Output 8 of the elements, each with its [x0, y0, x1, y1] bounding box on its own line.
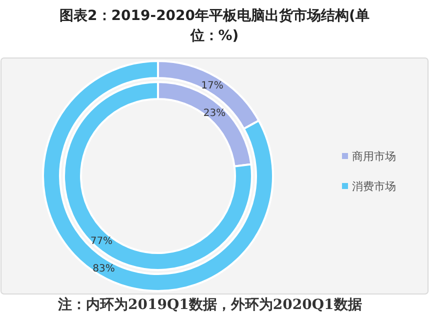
chart-title: 图表2：2019-2020年平板电脑出货市场结构(单位：%)	[60, 7, 370, 44]
data-label: 17%	[201, 80, 224, 92]
legend-label: 消费市场	[352, 180, 396, 193]
legend-label: 商用市场	[352, 150, 396, 163]
data-label: 23%	[203, 108, 226, 119]
data-label: 77%	[90, 236, 113, 248]
text: 注：内环为2019Q1数据，外环为2020Q1数据	[57, 296, 362, 313]
data-label: 83%	[92, 264, 115, 275]
